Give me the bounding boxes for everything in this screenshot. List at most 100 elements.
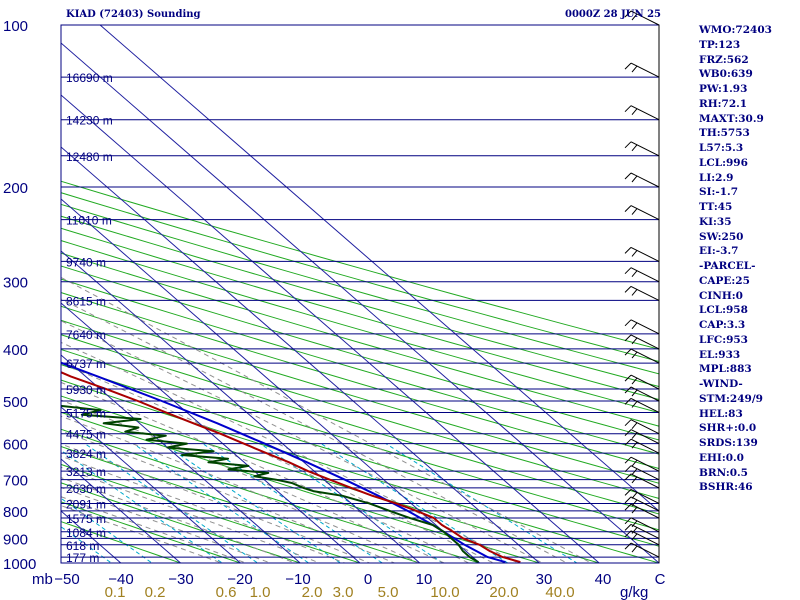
pressure-tick-label: 400	[3, 342, 28, 359]
temperature-tick-label: 30	[536, 571, 553, 588]
temperature-tick-label: 0	[364, 571, 372, 588]
temperature-tick-label: −50	[54, 571, 79, 588]
dry-adiabat	[61, 305, 659, 484]
isotherm	[61, 250, 421, 563]
mixing-ratio-label: 0.2	[145, 584, 166, 600]
wind-barb	[624, 285, 660, 301]
index-line: LCL:958	[699, 304, 748, 317]
index-line: CAP:3.3	[699, 319, 746, 331]
wind-barb	[624, 105, 660, 121]
moist-adiabat	[61, 496, 248, 563]
mixing-unit-label: g/kg	[620, 584, 648, 600]
index-line: TP:123	[699, 38, 741, 51]
wind-barb	[624, 246, 660, 262]
wind-barb	[624, 523, 660, 539]
index-line: SRDS:139	[699, 437, 758, 449]
height-label: 14230 m	[66, 114, 113, 128]
moist-adiabat	[61, 415, 421, 563]
height-label: 1575 m	[66, 512, 106, 526]
dry-adiabat	[61, 192, 659, 362]
isotherm	[0, 25, 1, 563]
dry-adiabat	[61, 428, 482, 563]
isotherm	[61, 42, 659, 563]
dry-adiabat	[61, 482, 302, 563]
pressure-tick-label: 800	[3, 504, 28, 521]
index-line: RH:72.1	[699, 97, 748, 110]
dry-adiabat	[61, 521, 183, 563]
wind-barb	[624, 374, 660, 390]
wind-barb	[624, 205, 660, 221]
index-line: -WIND-	[699, 378, 743, 390]
index-line: L57:5.3	[699, 142, 744, 154]
mixing-ratio-label: 1.0	[250, 584, 271, 600]
temperature-tick-label: −40	[108, 571, 133, 588]
height-label: 3213 m	[66, 465, 106, 479]
dry-adiabat	[61, 180, 659, 350]
mixing-ratio-label: 20.0	[489, 584, 518, 600]
dry-adiabat	[61, 215, 659, 388]
wind-barb	[624, 10, 660, 26]
height-label: 1084 m	[66, 526, 106, 540]
mixing-ratio-label: 3.0	[333, 584, 354, 600]
height-label: 6737 m	[66, 357, 106, 371]
wind-barb	[624, 542, 660, 558]
mixing-ratio-label: 0.6	[216, 584, 237, 600]
dry-adiabat	[61, 319, 659, 499]
temperature-tick-label: −20	[227, 571, 252, 588]
mixing-ratio-label: 2.0	[302, 584, 323, 600]
wind-barb	[624, 267, 660, 283]
isotherm	[61, 458, 181, 563]
moist-adiabat	[61, 477, 297, 563]
wind-barb	[624, 397, 660, 413]
index-line: LCL:996	[699, 156, 748, 169]
index-line: TT:45	[699, 201, 733, 213]
pressure-tick-label: 200	[3, 180, 28, 197]
height-label: 16690 m	[66, 71, 113, 85]
dry-adiabat	[61, 265, 659, 441]
index-line: SW:250	[699, 230, 744, 243]
index-line: EHI:0.0	[699, 451, 744, 464]
index-line: MAXT:30.9	[699, 112, 764, 125]
mixing-ratio-label: 10.0	[430, 584, 459, 600]
height-label: 618 m	[66, 539, 99, 553]
height-label: 8615 m	[66, 294, 106, 308]
height-label: 7640 m	[66, 328, 106, 342]
height-label: 5930 m	[66, 383, 106, 397]
temperature-tick-label: C	[655, 571, 666, 588]
dry-adiabat	[61, 240, 659, 414]
index-line: SHR+:0.0	[699, 422, 757, 435]
index-line: CINH:0	[699, 289, 743, 302]
height-label: 5175 m	[66, 406, 106, 420]
isotherm	[61, 302, 361, 563]
index-line: WMO:72403	[699, 24, 772, 36]
wind-barb	[624, 62, 660, 78]
wind-barb	[624, 456, 660, 472]
dewpoint-trace	[61, 404, 479, 563]
moist-adiabat	[61, 455, 346, 563]
mixing-ratio-label: 40.0	[545, 584, 574, 600]
dry-adiabat	[61, 446, 422, 563]
dry-adiabat	[61, 364, 659, 547]
dry-adiabat	[61, 379, 659, 563]
dry-adiabat	[61, 334, 659, 515]
chart-grid	[0, 25, 659, 563]
wind-barb	[624, 419, 660, 435]
height-label: 3824 m	[66, 447, 106, 461]
index-line: WB0:639	[699, 68, 753, 81]
mixing-ratio-label: 0.1	[105, 584, 126, 600]
moist-adiabat	[61, 466, 322, 563]
wind-barb	[624, 429, 660, 445]
index-line: EL:933	[699, 348, 741, 361]
index-line: LFC:953	[699, 333, 748, 346]
index-line: MPL:883	[699, 363, 752, 376]
dry-adiabat	[61, 203, 659, 375]
wind-barb	[624, 438, 660, 454]
mixing-ratio-line	[320, 443, 509, 563]
temperature-tick-label: 40	[595, 571, 612, 588]
index-line: BSHR:46	[699, 481, 753, 494]
isotherm	[61, 354, 301, 563]
pressure-tick-label: 1000	[3, 556, 36, 573]
temperature-tick-label: 20	[476, 571, 493, 588]
